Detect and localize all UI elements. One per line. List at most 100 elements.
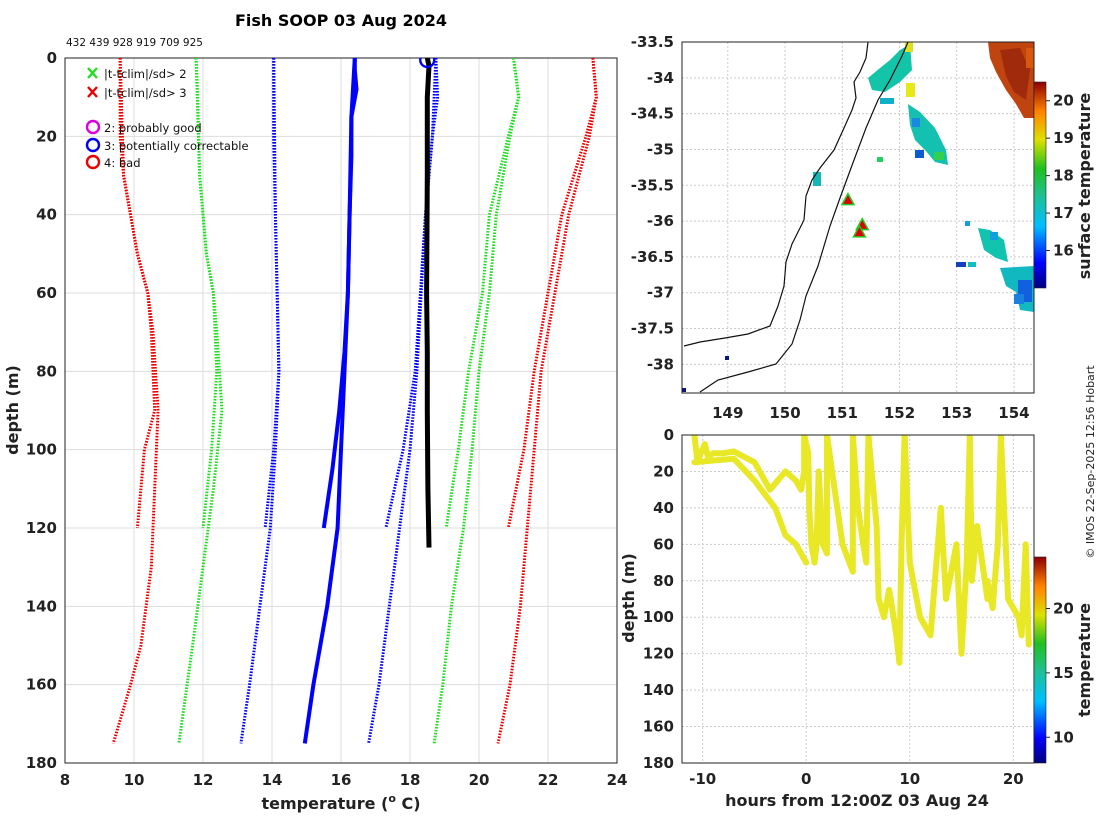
time-ytick-label: 160 xyxy=(643,718,674,736)
sst-colorbar-tick-label: 18 xyxy=(1053,167,1074,185)
profile-series-line xyxy=(384,58,440,529)
time-ytick-label: 20 xyxy=(653,462,674,480)
profile-series-line xyxy=(239,58,281,744)
map-xtick-label: 154 xyxy=(998,404,1029,422)
profile-axes-frame xyxy=(64,57,618,764)
drop-ids: 432 439 928 919 709 925 xyxy=(66,37,203,49)
legend-q2-label: 2: probably good xyxy=(104,121,202,135)
map-axes-frame xyxy=(681,41,1035,394)
profile-xtick-label: 24 xyxy=(607,771,628,789)
drop-markers xyxy=(840,192,870,238)
profile-series-line xyxy=(367,58,438,744)
time-ytick-label: 60 xyxy=(653,535,674,553)
profile-ytick-label: 160 xyxy=(26,676,57,694)
map-ytick-label: -36.5 xyxy=(631,248,674,266)
time-xtick-label: 10 xyxy=(899,770,920,788)
temp-colorbar xyxy=(1033,556,1047,764)
time-trace-line xyxy=(691,455,810,566)
profile-ytick-label: 80 xyxy=(36,362,57,380)
coastline xyxy=(683,42,869,347)
profile-ticks: 8 10 12 14 16 18 20 22 24 0 20 40 60 80 100 120 140 160 18… xyxy=(26,49,628,789)
map-ytick-label: -37 xyxy=(647,284,674,302)
time-ytick-label: 100 xyxy=(643,608,674,626)
map-xtick-label: 153 xyxy=(941,404,972,422)
sst-colorbar-tick-label: 17 xyxy=(1053,204,1074,222)
profile-xtick-label: 12 xyxy=(193,771,214,789)
time-ytick-label: 140 xyxy=(643,681,674,699)
profile-series xyxy=(111,58,598,744)
time-ytick-label: 180 xyxy=(643,754,674,772)
legend-x2-marker xyxy=(87,67,98,79)
time-ytick-label: 120 xyxy=(643,645,674,663)
legend-x3-marker xyxy=(87,86,98,98)
profile-xtick-label: 16 xyxy=(331,771,352,789)
sst-patch-south xyxy=(956,221,1034,312)
profile-ytick-label: 20 xyxy=(36,127,57,145)
time-xtick-label: -10 xyxy=(689,770,716,788)
profile-xtick-label: 8 xyxy=(60,771,70,789)
legend-q2-marker xyxy=(85,119,101,135)
map-xtick-label: 151 xyxy=(827,404,858,422)
sst-colorbar-tick-label: 16 xyxy=(1053,242,1074,260)
map-content xyxy=(682,42,1034,393)
profile-series-line xyxy=(302,58,357,744)
time-xtick-label: 20 xyxy=(1003,770,1024,788)
sst-colorbar-tick-label: 20 xyxy=(1053,92,1074,110)
map-ytick-label: -36 xyxy=(647,212,674,230)
profile-xtick-label: 22 xyxy=(538,771,559,789)
time-xtick-label: 0 xyxy=(801,770,811,788)
legend-q3-label: 3: potentially correctable xyxy=(104,139,249,153)
profile-xtick-label: 14 xyxy=(262,771,283,789)
sst-colorbar-tick-label: 19 xyxy=(1053,129,1074,147)
map-ytick-label: -34 xyxy=(647,69,674,87)
time-xlabel: hours from 12:00Z 03 Aug 24 xyxy=(725,791,989,810)
time-ylabel: depth (m) xyxy=(619,553,638,643)
profile-ytick-label: 140 xyxy=(26,597,57,615)
time-trace-line xyxy=(691,435,1032,666)
legend-q4-marker xyxy=(85,154,101,170)
map-xtick-label: 152 xyxy=(884,404,915,422)
profile-series-line xyxy=(177,58,224,744)
profile-xtick-label: 20 xyxy=(469,771,490,789)
map-ytick-label: -35 xyxy=(647,140,674,158)
map-ytick-label: -33.5 xyxy=(631,33,674,51)
profile-ytick-label: 60 xyxy=(36,284,57,302)
legend-x3-label: |t-tclim|/sd> 3 xyxy=(104,86,187,100)
sst-speck xyxy=(725,356,729,360)
time-ticks: -10 0 10 20 0 20 40 60 80 100 120 140 160 180 xyxy=(643,426,1024,788)
profile-xtick-label: 18 xyxy=(400,771,421,789)
map-ytick-label: -34.5 xyxy=(631,105,674,123)
map-xtick-label: 150 xyxy=(769,404,800,422)
legend-q4-label: 4: bad xyxy=(104,156,141,170)
profile-ylabel: depth (m) xyxy=(3,365,22,455)
profile-series-line xyxy=(432,58,521,744)
temp-colorbar-label: temperature xyxy=(1075,603,1094,717)
legend-q3-marker xyxy=(85,137,101,153)
map-ytick-label: -38 xyxy=(647,355,674,373)
profile-series-line xyxy=(496,58,598,744)
drop-marker xyxy=(852,224,867,238)
sst-patch-warm xyxy=(988,42,1034,118)
sst-colorbar-label: surface temperature xyxy=(1075,93,1094,280)
sst-colorbar-ticks: 16 17 18 19 20 xyxy=(1046,92,1074,260)
chart-title: Fish SOOP 03 Aug 2024 xyxy=(235,11,447,30)
profile-ytick-label: 180 xyxy=(26,754,57,772)
time-ytick-label: 0 xyxy=(664,426,674,444)
map-ytick-label: -37.5 xyxy=(631,320,674,338)
time-series xyxy=(691,435,1032,666)
profile-xlabel: temperature (o C) xyxy=(261,792,420,813)
profile-ytick-label: 40 xyxy=(36,206,57,224)
sst-speck xyxy=(682,388,686,392)
map-ytick-label: -35.5 xyxy=(631,176,674,194)
time-ytick-label: 40 xyxy=(653,499,674,517)
map-grid xyxy=(682,41,1034,393)
profile-series-line xyxy=(424,58,432,548)
shelf-contour xyxy=(699,42,909,393)
temp-colorbar-ticks: 10 15 20 xyxy=(1046,600,1074,746)
profile-series-line xyxy=(118,58,157,529)
map-ticks: 149 150 151 152 153 154 -33.5 -34 -34.5 -35 -35.5 -… xyxy=(631,33,1030,422)
time-ytick-label: 80 xyxy=(653,572,674,590)
copyright-text: © IMOS 22-Sep-2025 12:56 Hobart xyxy=(1084,365,1097,559)
sst-patch-north xyxy=(813,42,948,186)
